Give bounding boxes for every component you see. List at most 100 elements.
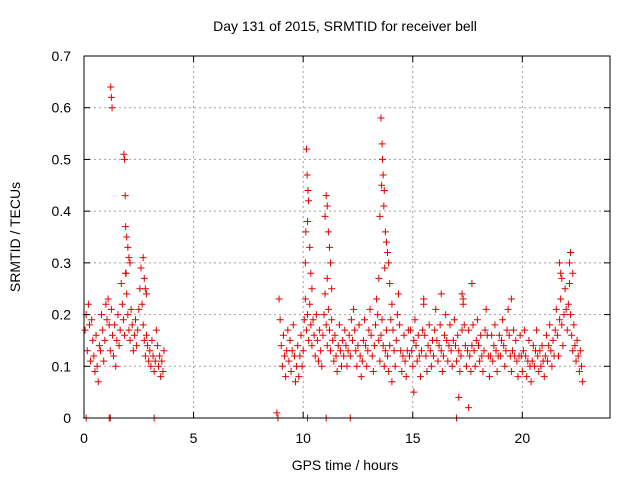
data-point [385, 259, 393, 267]
data-point [158, 357, 166, 365]
data-point [410, 388, 418, 396]
data-point [84, 300, 92, 308]
data-point [558, 274, 566, 282]
data-point [116, 326, 124, 334]
data-point [126, 259, 134, 267]
data-point [387, 316, 395, 324]
data-point [498, 336, 506, 344]
data-point [331, 331, 339, 339]
data-point [121, 192, 129, 200]
data-point [573, 336, 581, 344]
data-point [379, 155, 387, 163]
y-tick-label: 0.4 [52, 203, 72, 219]
data-point [307, 269, 315, 277]
data-point [121, 331, 129, 339]
data-point [350, 305, 358, 313]
data-point [150, 367, 158, 375]
data-point [153, 342, 161, 350]
data-point [119, 316, 127, 324]
grid-layer [84, 56, 610, 418]
data-point [393, 311, 401, 319]
data-point [546, 321, 554, 329]
data-point [312, 311, 320, 319]
data-point [525, 336, 533, 344]
data-point [493, 367, 501, 375]
data-point [563, 326, 571, 334]
data-point [419, 326, 427, 334]
data-point [565, 259, 573, 267]
data-point [420, 295, 428, 303]
data-point [453, 357, 461, 365]
data-point [102, 300, 110, 308]
data-point [569, 269, 577, 277]
data-point [380, 202, 388, 210]
data-point [409, 362, 417, 370]
data-point [127, 305, 135, 313]
data-point [342, 342, 350, 350]
data-point [319, 331, 327, 339]
data-point [459, 295, 467, 303]
data-point [478, 352, 486, 360]
data-point [556, 259, 564, 267]
data-point [436, 321, 444, 329]
data-point [571, 342, 579, 350]
data-point [536, 347, 544, 355]
data-point [327, 259, 335, 267]
data-point [441, 331, 449, 339]
data-point [142, 331, 150, 339]
data-point [81, 326, 89, 334]
data-point [516, 331, 524, 339]
data-point [518, 367, 526, 375]
data-point [123, 290, 131, 298]
data-point [355, 321, 363, 329]
data-point [330, 357, 338, 365]
data-point [388, 300, 396, 308]
data-point [458, 290, 466, 298]
data-point [527, 378, 535, 386]
data-point [324, 305, 332, 313]
data-point [500, 342, 508, 350]
data-point [344, 347, 352, 355]
data-point [456, 367, 464, 375]
data-point [373, 295, 381, 303]
data-point [352, 347, 360, 355]
data-point [146, 347, 154, 355]
data-point [101, 336, 109, 344]
data-point [530, 362, 538, 370]
data-point [433, 336, 441, 344]
data-point [444, 357, 452, 365]
data-point [443, 336, 451, 344]
data-point [466, 352, 474, 360]
data-point [132, 316, 140, 324]
data-point [392, 336, 400, 344]
data-point [303, 171, 311, 179]
data-point [565, 280, 573, 288]
data-point [313, 336, 321, 344]
data-point [408, 347, 416, 355]
data-point [335, 321, 343, 329]
data-point [336, 347, 344, 355]
data-point [488, 331, 496, 339]
data-point [380, 186, 388, 194]
data-point [375, 274, 383, 282]
data-point [284, 326, 292, 334]
data-point [137, 264, 145, 272]
data-point [558, 321, 566, 329]
data-point [308, 285, 316, 293]
data-point [471, 362, 479, 370]
data-point [98, 311, 106, 319]
data-point [465, 404, 473, 412]
data-point [405, 352, 413, 360]
data-point [316, 326, 324, 334]
data-point [135, 305, 143, 313]
data-point [155, 362, 163, 370]
data-point [476, 357, 484, 365]
data-point [368, 352, 376, 360]
data-point [289, 321, 297, 329]
y-tick-label: 0.3 [52, 255, 72, 271]
data-point [475, 342, 482, 350]
data-point [358, 357, 366, 365]
data-point [302, 228, 310, 236]
data-point [398, 367, 406, 375]
